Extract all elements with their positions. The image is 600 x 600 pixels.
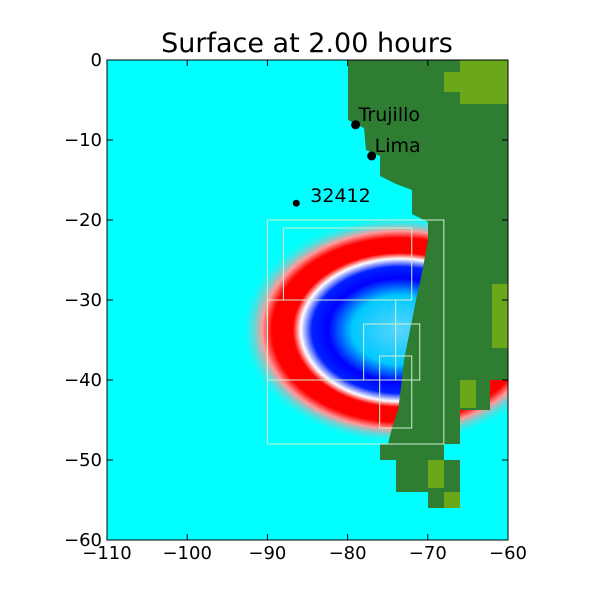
y-tick-label: −40 — [64, 370, 102, 391]
station-point — [351, 120, 361, 130]
plot-area: Trujillo Lima 32412 — [107, 60, 508, 540]
station-label: Lima — [375, 135, 421, 157]
refinement-box-5 — [379, 355, 413, 429]
x-tick-label: −80 — [329, 543, 367, 564]
y-tick-label: −10 — [64, 130, 102, 151]
station-point — [367, 151, 377, 161]
station-markers: Trujillo Lima 32412 — [292, 104, 421, 207]
refinement-regions — [266, 219, 445, 445]
station-point — [292, 199, 300, 207]
station-label: 32412 — [310, 185, 370, 207]
x-tick-label: −90 — [248, 543, 286, 564]
y-tick-label: −50 — [64, 450, 102, 471]
y-tick-label: −20 — [64, 210, 102, 231]
land-elevation-highlights — [428, 60, 508, 508]
station-label: Trujillo — [358, 104, 420, 126]
x-tick-label: −110 — [82, 543, 131, 564]
axis-ticks: −110 −100 −90 −80 −70 −60 0 −10 −20 −30 −40 −50 −60 — [64, 50, 527, 564]
chart-title: Surface at 2.00 hours — [161, 28, 453, 59]
x-tick-label: −100 — [162, 543, 211, 564]
refinement-box-3 — [266, 299, 397, 381]
x-tick-label: −70 — [409, 543, 447, 564]
y-tick-label: −60 — [64, 530, 102, 551]
y-tick-label: −30 — [64, 290, 102, 311]
refinement-box-4 — [363, 323, 421, 381]
x-tick-label: −60 — [489, 543, 527, 564]
y-tick-label: 0 — [91, 50, 102, 71]
